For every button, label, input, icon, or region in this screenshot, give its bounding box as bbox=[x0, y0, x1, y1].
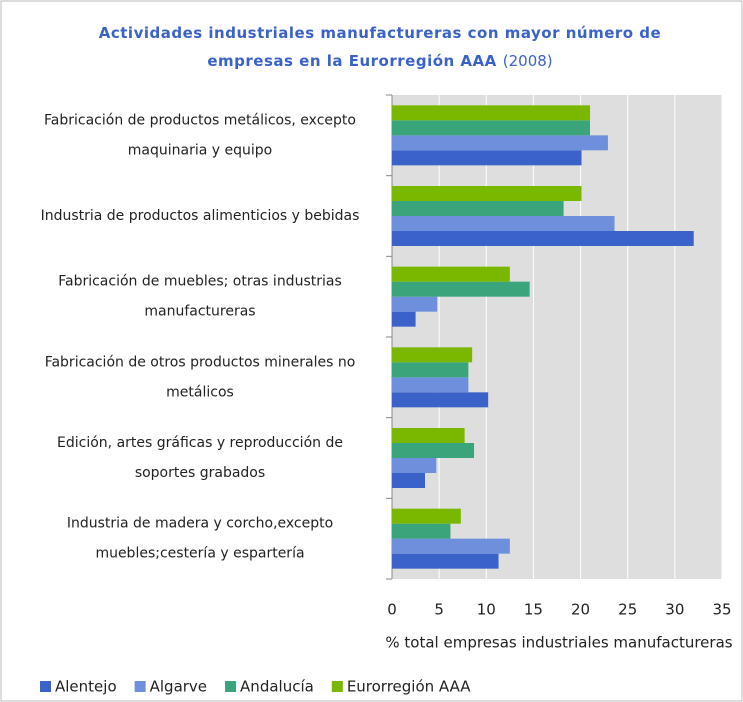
bar bbox=[392, 266, 510, 282]
bar bbox=[392, 443, 475, 458]
y-tick-label-line: metálicos bbox=[166, 384, 234, 400]
legend-swatch bbox=[134, 681, 146, 692]
y-tick-label: Fabricación de otros productos minerales… bbox=[45, 354, 356, 400]
x-tick-label: 25 bbox=[618, 601, 637, 619]
bar bbox=[392, 201, 564, 216]
legend-swatch bbox=[40, 681, 51, 692]
bar bbox=[392, 377, 469, 393]
chart-subtitle: (2008) bbox=[503, 52, 553, 70]
y-tick-label-line: muebles;cestería y espartería bbox=[95, 546, 304, 562]
bar bbox=[392, 105, 590, 121]
chart-title-line2: empresas en la Eurorregión AAA (2008) bbox=[207, 52, 552, 70]
x-tick-label: 35 bbox=[712, 601, 731, 619]
chart-title-part: empresas en la Eurorregión AAA bbox=[207, 52, 496, 70]
y-tick-label-line: Fabricación de muebles; otras industrias bbox=[58, 274, 342, 290]
bar bbox=[392, 362, 469, 378]
bar bbox=[392, 296, 438, 312]
bar bbox=[392, 216, 615, 231]
y-tick-label-line: Industria de productos alimenticios y be… bbox=[41, 208, 360, 224]
y-tick-label: Fabricación de productos metálicos, exce… bbox=[44, 112, 356, 158]
y-tick-label: Edición, artes gráficas y reproducción d… bbox=[57, 435, 343, 481]
x-tick-label: 15 bbox=[524, 601, 543, 619]
x-tick-label: 0 bbox=[387, 601, 397, 619]
y-tick-label-line: manufactureras bbox=[144, 304, 255, 320]
bar bbox=[392, 135, 608, 151]
x-tick-label: 30 bbox=[665, 601, 684, 619]
legend-label: Algarve bbox=[150, 678, 207, 696]
bar bbox=[392, 523, 451, 539]
bar bbox=[392, 347, 473, 363]
bar bbox=[392, 553, 499, 569]
y-tick-label-line: Edición, artes gráficas y reproducción d… bbox=[57, 435, 343, 451]
y-tick-label-line: Fabricación de productos metálicos, exce… bbox=[44, 112, 356, 128]
legend-label: Andalucía bbox=[240, 678, 314, 696]
y-tick-label: Industria de madera y corcho,excepto mueb… bbox=[67, 516, 333, 562]
bar bbox=[392, 150, 582, 166]
y-tick-label-line: Fabricación de otros productos minerales… bbox=[45, 354, 356, 370]
bar bbox=[392, 120, 590, 136]
legend-label: Alentejo bbox=[55, 678, 117, 696]
chart-title: Actividades industriales manufactureras … bbox=[99, 24, 661, 42]
bar bbox=[392, 281, 530, 297]
chart-title-part: Actividades industriales manufactureras … bbox=[99, 24, 661, 42]
bar bbox=[392, 508, 461, 524]
plot-area bbox=[392, 95, 722, 579]
y-tick-label-line: soportes grabados bbox=[135, 465, 265, 481]
legend-swatch bbox=[331, 681, 343, 692]
bar bbox=[392, 231, 694, 246]
bar bbox=[392, 473, 425, 488]
legend-swatch bbox=[225, 681, 237, 692]
x-axis-label: % total empresas industriales manufactur… bbox=[385, 634, 732, 652]
y-tick-label-line: maquinaria y equipo bbox=[128, 142, 272, 158]
bar bbox=[392, 458, 437, 473]
legend-label: Eurorregión AAA bbox=[347, 678, 471, 696]
x-tick-label: 10 bbox=[477, 601, 496, 619]
y-tick-label: Fabricación de muebles; otras industrias… bbox=[58, 274, 342, 320]
x-tick-label: 5 bbox=[434, 601, 444, 619]
bar bbox=[392, 428, 465, 443]
bar bbox=[392, 392, 489, 408]
y-tick-label: Industria de productos alimenticios y be… bbox=[41, 208, 360, 224]
bar bbox=[392, 538, 510, 554]
bar bbox=[392, 186, 582, 201]
x-tick-label: 20 bbox=[571, 601, 590, 619]
bar bbox=[392, 311, 416, 327]
y-tick-label-line: Industria de madera y corcho,excepto bbox=[67, 516, 333, 532]
